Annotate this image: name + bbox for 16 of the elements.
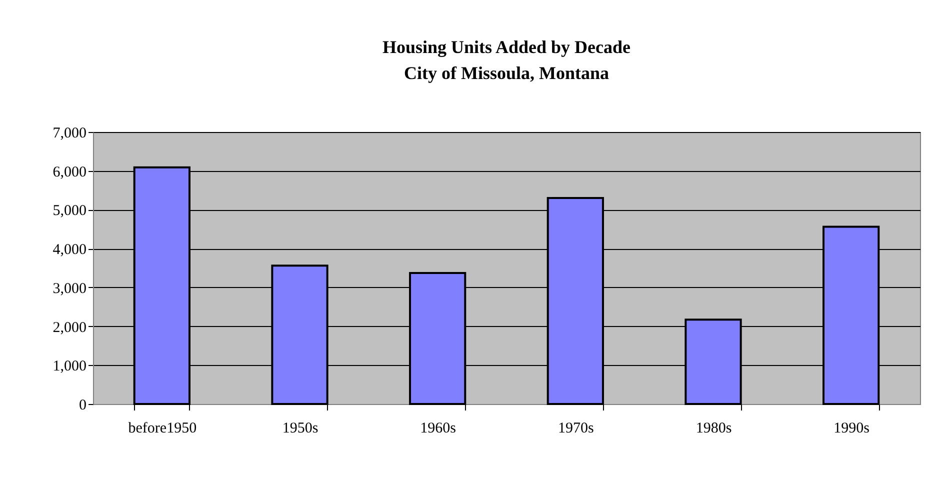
y-tick-label: 3,000 (52, 280, 86, 297)
x-tick-label: 1950s (282, 420, 318, 436)
y-tick-label: 6,000 (52, 164, 86, 180)
x-tick-label: before1950 (128, 420, 197, 436)
x-tick-label: 1980s (696, 420, 732, 436)
y-tick-label: 0 (79, 398, 86, 414)
x-tick-label: 1990s (834, 420, 870, 436)
y-tick-label: 2,000 (52, 320, 86, 336)
x-tick-label: 1960s (420, 420, 456, 436)
text: Housing Units Added by Decade (382, 37, 631, 57)
x-tick-label: 1970s (558, 420, 594, 436)
y-tick-label: 5,000 (52, 203, 86, 220)
text: City of Missoula, Montana (404, 63, 610, 83)
y-tick-label: 4,000 (52, 242, 86, 258)
y-tick-label: 1,000 (52, 358, 86, 375)
y-tick-label: 7,000 (52, 126, 86, 142)
